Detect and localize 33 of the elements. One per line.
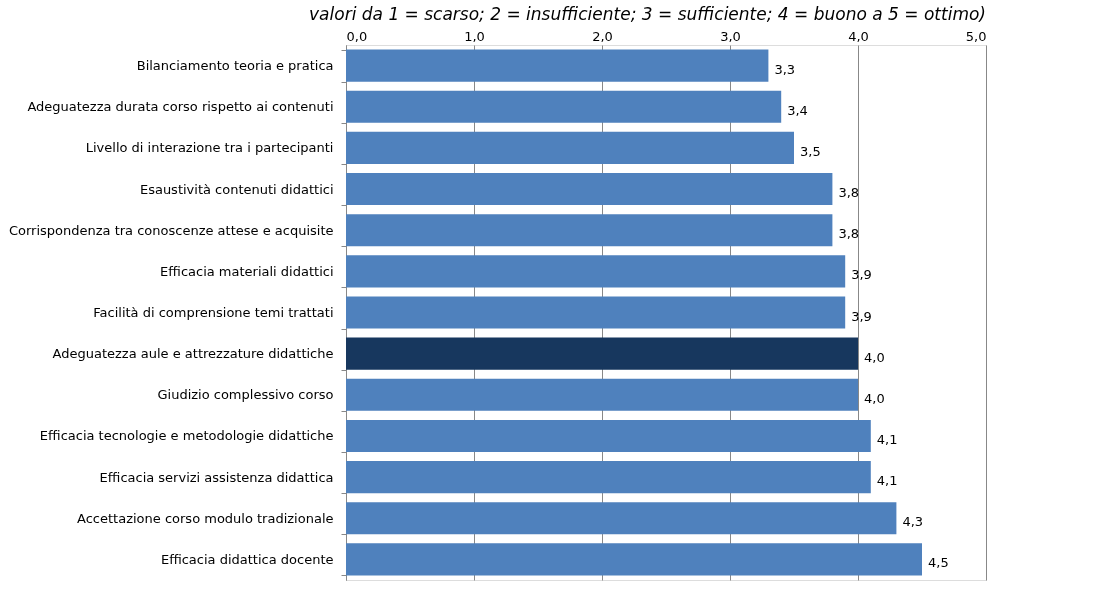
data-label: 4,5: [928, 555, 949, 571]
y-tick-label: Livello di interazione tra i partecipanti: [85, 140, 334, 156]
data-label: 4,1: [876, 473, 898, 489]
x-tick-label: 1,0: [464, 28, 485, 44]
y-tick-label: Efficacia servizi assistenza didattica: [99, 469, 334, 485]
data-label: 3,9: [851, 308, 872, 324]
y-tick-label: Facilità di comprensione temi trattati: [93, 305, 334, 320]
data-label: 4,0: [864, 349, 885, 365]
data-label: 3,8: [838, 185, 860, 201]
data-label: 4,1: [876, 431, 898, 447]
x-tick-label: 4,0: [848, 28, 869, 44]
data-label: 3,5: [800, 143, 821, 159]
data-label: 3,3: [774, 61, 796, 77]
data-label: 3,9: [851, 267, 872, 283]
data-label: 3,8: [838, 226, 860, 242]
data-label: 4,3: [902, 514, 924, 530]
chart-subtitle: valori da 1 = scarso; 2 = insufficiente; 3 = sufficiente; 4 = buono a 5 = ottimo): [309, 4, 986, 24]
x-tick-label: 2,0: [592, 28, 613, 44]
y-tick-label: Adeguatezza durata corso rispetto ai contenuti: [27, 99, 334, 115]
y-tick-label: Giudizio complessivo corso: [157, 387, 334, 403]
y-tick-label: Corrispondenza tra conoscenze attese e acquisite: [8, 222, 334, 238]
x-tick-label: 3,0: [720, 28, 741, 44]
y-tick-label: Efficacia didattica docente: [160, 551, 334, 567]
y-tick-label: Bilanciamento teoria e pratica: [136, 58, 334, 74]
x-tick-label: 5,0: [965, 28, 987, 44]
data-label: 4,0: [864, 390, 885, 406]
y-tick-label: Efficacia tecnologie e metodologie didattiche: [39, 428, 334, 444]
data-label: 3,4: [787, 102, 808, 118]
y-tick-label: Accettazione corso modulo tradizionale: [77, 510, 334, 526]
y-tick-label: Esaustività contenuti didattici: [139, 181, 334, 197]
x-tick-label: 0,0: [346, 28, 368, 44]
y-tick-label: Efficacia materiali didattici: [160, 263, 334, 279]
y-tick-label: Adeguatezza aule e attrezzature didattiche: [52, 346, 334, 362]
